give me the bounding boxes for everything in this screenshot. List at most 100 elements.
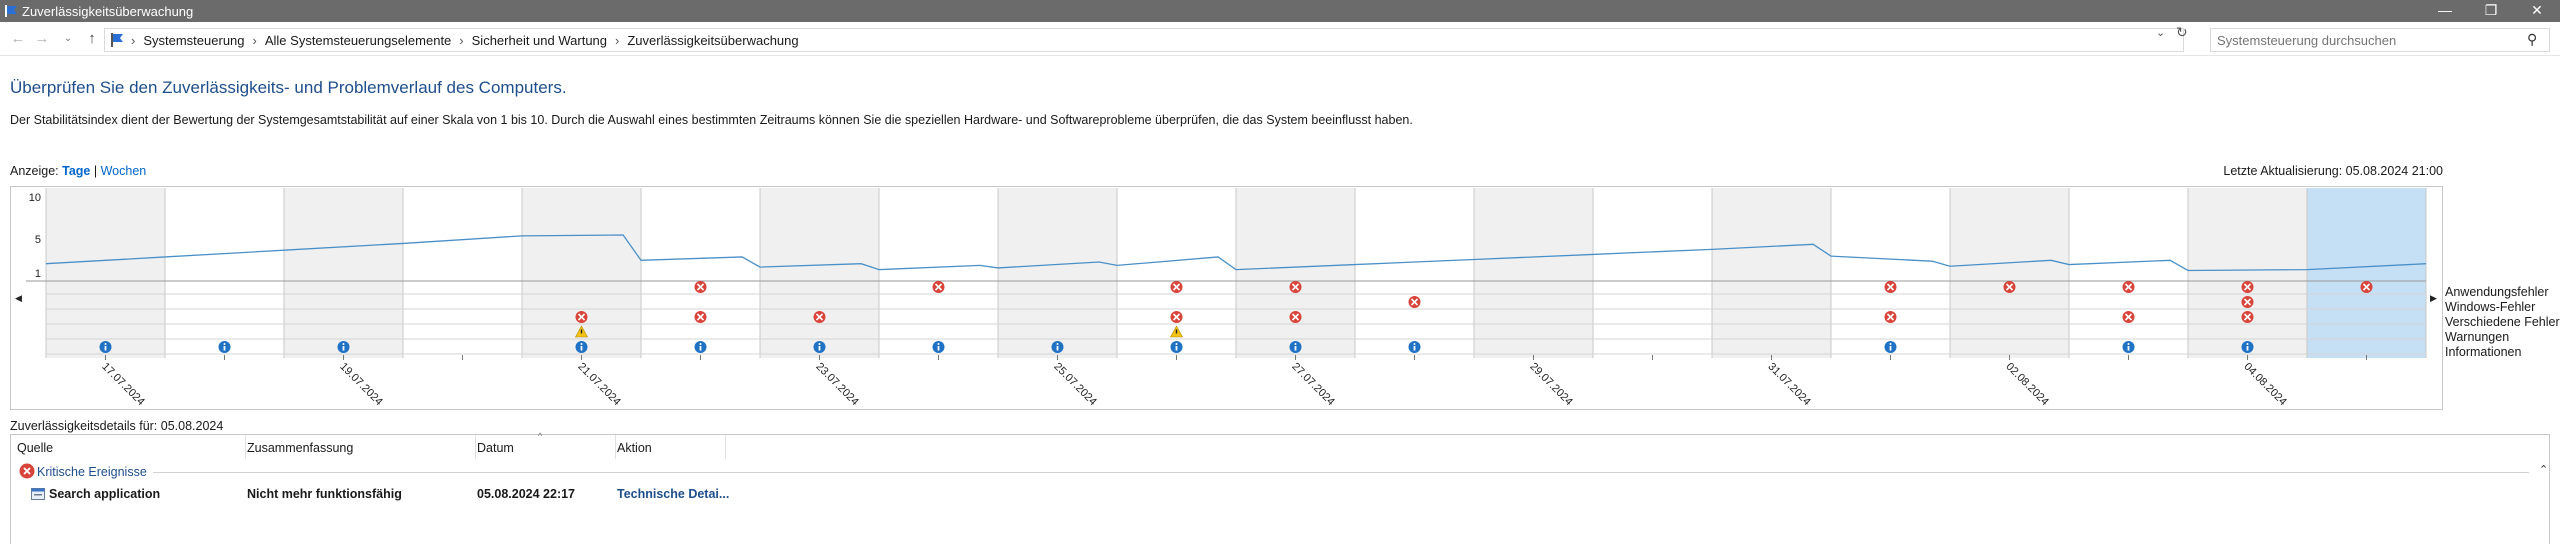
y-tick-label: 10 xyxy=(29,192,41,204)
info-event-icon-dot xyxy=(1889,343,1892,345)
info-event-icon-mark xyxy=(2246,346,2249,351)
close-button[interactable]: ✕ xyxy=(2531,2,2543,18)
chart-day-column xyxy=(46,188,165,358)
x-tick-label: 27.07.2024 xyxy=(1289,361,1336,408)
view-weeks-link[interactable]: Wochen xyxy=(100,164,147,178)
error-event-icon-cross xyxy=(696,283,705,291)
search-box[interactable]: ⚲ xyxy=(2210,28,2550,52)
view-separator: | xyxy=(93,164,98,178)
chart-day-column xyxy=(1474,188,1593,358)
chart-day-column xyxy=(1950,188,2069,358)
row-label-anwendungsfehler: Anwendungsfehler xyxy=(2445,285,2549,299)
row-label-windows-fehler: Windows-Fehler xyxy=(2445,300,2536,314)
technical-details-link[interactable]: Technische Detai... xyxy=(617,487,730,501)
chart-day-column xyxy=(641,188,760,358)
info-event-icon-mark xyxy=(1056,346,1059,351)
chart-day-column xyxy=(284,188,403,358)
chart-day-column xyxy=(1236,188,1355,358)
error-event-icon-cross xyxy=(1291,283,1300,291)
chart-day-column xyxy=(1593,188,1712,358)
view-selector: Anzeige: Tage | Wochen xyxy=(10,164,146,178)
last-update: Letzte Aktualisierung: 05.08.2024 21:00 xyxy=(2223,164,2443,178)
info-event-icon-dot xyxy=(223,343,226,345)
error-event-icon-cross xyxy=(2124,283,2133,291)
column-header-zusammenfassung[interactable]: Zusammenfassung xyxy=(247,441,354,455)
page-description: Der Stabilitätsindex dient der Bewertung… xyxy=(10,113,1413,127)
info-event-icon-mark xyxy=(342,346,345,351)
info-event-icon-dot xyxy=(937,343,940,345)
address-bar: ← → ⌄ ↑ › Systemsteuerung › Alle Systems… xyxy=(0,22,2560,56)
info-event-icon-dot xyxy=(580,343,583,345)
info-event-icon-dot xyxy=(1413,343,1416,345)
x-tick-label: 29.07.2024 xyxy=(1527,361,1574,408)
details-panel: ^ Quelle Zusammenfassung Datum Aktion Kr… xyxy=(10,431,2550,544)
chart-scroll-left-button[interactable]: ◀ xyxy=(15,293,22,303)
breadcrumb-zuverlaessigkeit[interactable]: Zuverlässigkeitsüberwachung xyxy=(627,33,799,48)
chart-scroll-right-button[interactable]: ▶ xyxy=(2430,293,2437,303)
view-days-link[interactable]: Tage xyxy=(62,164,91,178)
recent-locations-button[interactable]: ⌄ xyxy=(63,33,73,44)
critical-error-icon xyxy=(19,463,35,479)
stability-chart-frame: 10 5 1 17.07.2024 19.07.2024 21.07.2024 23.07.… xyxy=(10,186,2443,410)
refresh-button[interactable]: ↻ xyxy=(2176,24,2188,40)
error-event-icon-cross xyxy=(2005,283,2014,291)
column-header-datum[interactable]: Datum xyxy=(477,441,514,455)
info-event-icon-dot xyxy=(2246,343,2249,345)
search-input[interactable] xyxy=(2217,32,2517,48)
row-label-verschiedene-fehler: Verschiedene Fehler xyxy=(2445,315,2560,329)
column-divider[interactable] xyxy=(725,435,726,459)
info-event-icon-mark xyxy=(1889,346,1892,351)
x-tick-label: 04.08.2024 xyxy=(2241,361,2288,408)
info-event-icon-mark xyxy=(1294,346,1297,351)
minimize-button[interactable]: — xyxy=(2438,2,2452,18)
info-event-icon-dot xyxy=(104,343,107,345)
breadcrumb-separator: › xyxy=(131,33,136,48)
x-tick-label: 25.07.2024 xyxy=(1051,361,1098,408)
breadcrumb-separator: › xyxy=(459,33,464,48)
group-divider xyxy=(153,472,2529,473)
column-header-quelle[interactable]: Quelle xyxy=(17,441,54,455)
x-tick-label: 17.07.2024 xyxy=(99,361,146,408)
column-header-aktion[interactable]: Aktion xyxy=(617,441,652,455)
breadcrumb-alle-elemente[interactable]: Alle Systemsteuerungselemente xyxy=(264,33,452,48)
stability-chart[interactable]: 10 5 1 17.07.2024 19.07.2024 21.07.2024 23.07.… xyxy=(11,187,2442,409)
table-row[interactable]: Search application Nicht mehr funktionsf… xyxy=(11,483,2549,505)
x-tick-label: 19.07.2024 xyxy=(337,361,384,408)
back-button[interactable]: ← xyxy=(10,30,26,47)
column-divider[interactable] xyxy=(245,435,246,459)
info-event-icon-dot xyxy=(699,343,702,345)
event-source: Search application xyxy=(49,487,161,501)
info-event-icon-mark xyxy=(104,346,107,351)
chart-day-column xyxy=(165,188,284,358)
collapse-icon[interactable]: ⌃ xyxy=(2539,464,2549,476)
reliability-monitor-icon xyxy=(5,5,17,17)
info-event-icon-dot xyxy=(1175,343,1178,345)
breadcrumb-separator: › xyxy=(252,33,257,48)
chart-day-column xyxy=(998,188,1117,358)
stability-index-line xyxy=(45,234,2427,272)
group-kritische-ereignisse[interactable]: Kritische Ereignisse ⌃ xyxy=(19,463,2548,481)
breadcrumb-sicherheit-wartung[interactable]: Sicherheit und Wartung xyxy=(471,33,608,48)
chart-day-column xyxy=(760,188,879,358)
forward-button[interactable]: → xyxy=(34,30,50,47)
breadcrumb-systemsteuerung[interactable]: Systemsteuerung xyxy=(143,33,245,48)
up-button[interactable]: ↑ xyxy=(88,30,96,47)
info-event-icon-mark xyxy=(818,346,821,351)
info-event-icon-mark xyxy=(223,346,226,351)
chart-day-column xyxy=(403,188,522,358)
error-event-icon-cross xyxy=(2243,298,2252,306)
x-tick-label: 02.08.2024 xyxy=(2003,361,2050,408)
address-dropdown-button[interactable]: ⌄ xyxy=(2156,27,2166,39)
error-event-icon-cross xyxy=(1886,313,1895,321)
search-icon[interactable]: ⚲ xyxy=(2527,31,2538,47)
error-event-icon-cross xyxy=(815,313,824,321)
x-tick-label: 23.07.2024 xyxy=(813,361,860,408)
page-title: Überprüfen Sie den Zuverlässigkeits- und… xyxy=(10,78,567,97)
column-divider[interactable] xyxy=(615,435,616,459)
breadcrumb[interactable]: › Systemsteuerung › Alle Systemsteuerung… xyxy=(104,28,2184,52)
event-summary: Nicht mehr funktionsfähig xyxy=(247,487,402,501)
chart-day-column xyxy=(1355,188,1474,358)
column-divider[interactable] xyxy=(475,435,476,459)
error-event-icon-cross xyxy=(2124,313,2133,321)
maximize-button[interactable]: ❐ xyxy=(2484,2,2498,18)
